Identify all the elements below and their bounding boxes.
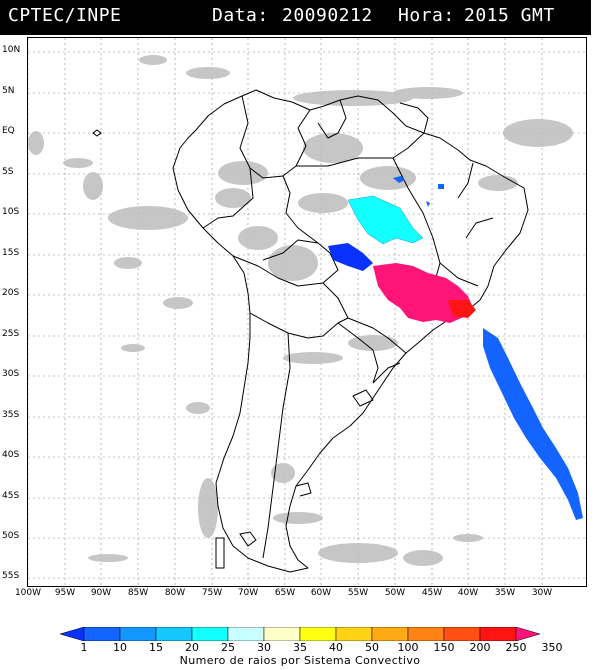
lat-label-eq: EQ	[2, 126, 15, 136]
lon-label-55w: 55W	[347, 588, 369, 598]
colorbar-segment	[227, 627, 265, 641]
colorbar-tick-label: 350	[541, 641, 563, 654]
colorbar-segment	[119, 627, 157, 641]
lat-label-55s: 55S	[2, 571, 20, 581]
colorbar-title: Numero de raios por Sistema Convectivo	[179, 654, 421, 667]
data-label: Data:	[212, 5, 269, 26]
lon-label-45w: 45W	[421, 588, 443, 598]
colorbar-tick-label: 35	[293, 641, 307, 654]
lat-label-35s: 35S	[2, 410, 20, 420]
colorbar-tick-label: 200	[469, 641, 491, 654]
colorbar-tick-label: 30	[257, 641, 271, 654]
colorbar-tick-label: 10	[113, 641, 127, 654]
lon-label-50w: 50W	[384, 588, 406, 598]
lon-label-30w: 30W	[531, 588, 553, 598]
convective-systems	[328, 176, 583, 520]
lon-label-40w: 40W	[457, 588, 479, 598]
colorbar-segment	[479, 627, 517, 641]
lat-label-25s: 25S	[2, 329, 20, 339]
colorbar-arrow-left	[60, 627, 85, 641]
lon-label-65w: 65W	[274, 588, 296, 598]
lon-label-80w: 80W	[164, 588, 186, 598]
source-label: CPTEC/INPE	[8, 5, 122, 26]
lon-label-85w: 85W	[127, 588, 149, 598]
lat-label-5s: 5S	[2, 167, 14, 177]
lon-label-90w: 90W	[90, 588, 112, 598]
colorbar-tick-label: 250	[505, 641, 527, 654]
lon-label-100w: 100W	[14, 588, 42, 598]
hora-label: Hora:	[398, 5, 455, 26]
colorbar-segment	[155, 627, 193, 641]
lat-label-20s: 20S	[2, 288, 20, 298]
colorbar-segment	[335, 627, 373, 641]
lat-label-10n: 10N	[2, 45, 21, 55]
colorbar-segment	[443, 627, 481, 641]
date-value: 20090212	[282, 5, 373, 26]
colorbar-tick-label: 150	[433, 641, 455, 654]
colorbar-tick-label: 25	[221, 641, 235, 654]
lon-label-70w: 70W	[237, 588, 259, 598]
map-header: CPTEC/INPE Data: 20090212 Hora: 2015 GMT	[0, 0, 591, 35]
colorbar-tick-label: 100	[397, 641, 419, 654]
colorbar-segment	[263, 627, 301, 641]
country-borders	[172, 89, 529, 573]
colorbar-segment	[299, 627, 337, 641]
colorbar-segment	[83, 627, 121, 641]
lat-label-50s: 50S	[2, 531, 20, 541]
colorbar-segment	[371, 627, 409, 641]
cloud-cover	[28, 55, 573, 566]
colorbar-tick-label: 15	[149, 641, 163, 654]
colorbar-tick-label: 40	[329, 641, 343, 654]
lat-label-5n: 5N	[2, 86, 15, 96]
map-svg	[28, 38, 586, 586]
lon-label-95w: 95W	[54, 588, 76, 598]
islands	[92, 129, 257, 569]
time-value: 2015 GMT	[464, 5, 555, 26]
map-area	[27, 37, 587, 587]
lon-label-60w: 60W	[310, 588, 332, 598]
colorbar-segment	[407, 627, 445, 641]
colorbar-tick-label: 20	[185, 641, 199, 654]
colorbar	[60, 627, 540, 641]
lat-label-10s: 10S	[2, 207, 20, 217]
lon-label-35w: 35W	[494, 588, 516, 598]
colorbar-tick-label: 50	[365, 641, 379, 654]
lat-label-40s: 40S	[2, 450, 20, 460]
lat-label-45s: 45S	[2, 491, 20, 501]
colorbar-segment	[191, 627, 229, 641]
lat-lon-grid	[28, 38, 586, 586]
lat-label-30s: 30S	[2, 369, 20, 379]
colorbar-arrow-right	[515, 627, 540, 641]
colorbar-tick-label: 1	[80, 641, 88, 654]
lon-label-75w: 75W	[201, 588, 223, 598]
lat-label-15s: 15S	[2, 248, 20, 258]
